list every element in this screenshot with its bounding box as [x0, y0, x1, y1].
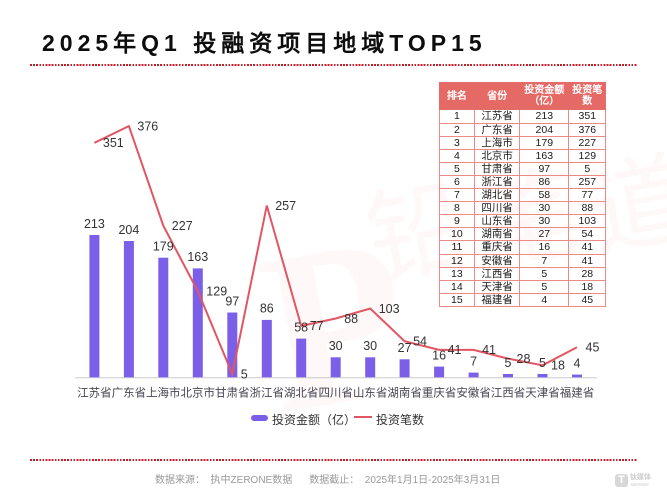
svg-text:77: 77 [310, 319, 324, 333]
svg-text:27: 27 [398, 341, 412, 355]
svg-text:30: 30 [329, 339, 343, 353]
svg-text:福建省: 福建省 [560, 386, 595, 400]
svg-text:16: 16 [432, 348, 446, 362]
svg-text:5: 5 [539, 356, 546, 370]
svg-text:88: 88 [344, 312, 358, 326]
svg-text:安徽省: 安徽省 [456, 386, 491, 400]
svg-text:103: 103 [379, 302, 400, 316]
svg-text:4: 4 [574, 356, 581, 370]
svg-text:5: 5 [505, 356, 512, 370]
svg-text:58: 58 [294, 320, 308, 334]
svg-text:江西省: 江西省 [491, 387, 526, 400]
svg-text:江苏省: 江苏省 [77, 387, 112, 400]
svg-text:86: 86 [260, 302, 274, 316]
svg-text:41: 41 [482, 343, 496, 357]
svg-text:天津省: 天津省 [525, 387, 560, 400]
svg-text:257: 257 [275, 199, 296, 213]
svg-text:41: 41 [448, 343, 462, 357]
svg-text:204: 204 [118, 223, 139, 237]
svg-text:甘肃省: 甘肃省 [215, 387, 250, 400]
svg-text:179: 179 [153, 240, 174, 254]
svg-text:四川省: 四川省 [318, 387, 353, 400]
svg-text:重庆省: 重庆省 [422, 386, 457, 400]
svg-text:北京市: 北京市 [181, 386, 216, 400]
svg-text:54: 54 [413, 335, 427, 349]
svg-text:18: 18 [551, 359, 565, 373]
svg-text:28: 28 [517, 352, 531, 366]
svg-text:广东省: 广东省 [112, 387, 147, 400]
svg-text:湖北省: 湖北省 [284, 386, 319, 400]
svg-text:129: 129 [206, 284, 227, 298]
svg-text:351: 351 [103, 136, 124, 150]
svg-text:45: 45 [586, 341, 600, 355]
svg-text:30: 30 [363, 339, 377, 353]
svg-text:163: 163 [187, 250, 208, 264]
svg-text:浙江省: 浙江省 [250, 387, 285, 400]
svg-text:213: 213 [84, 217, 105, 231]
svg-text:上海市: 上海市 [146, 386, 181, 400]
svg-text:227: 227 [172, 219, 193, 233]
svg-text:376: 376 [137, 119, 158, 133]
svg-text:97: 97 [225, 294, 239, 308]
svg-text:湖南省: 湖南省 [387, 386, 422, 400]
svg-text:5: 5 [241, 367, 248, 381]
svg-text:山东省: 山东省 [353, 387, 388, 400]
svg-text:7: 7 [470, 354, 477, 368]
